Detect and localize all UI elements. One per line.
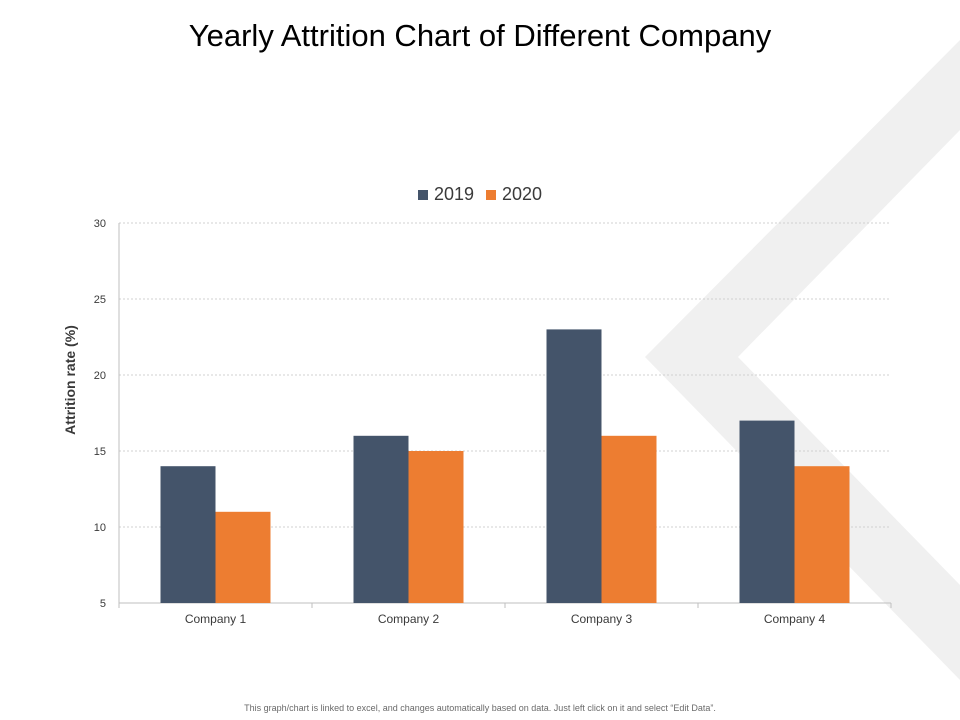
- x-tick-label: Company 3: [571, 612, 633, 626]
- bars: [160, 329, 850, 603]
- y-tick-label: 5: [100, 598, 106, 610]
- x-tick-label: Company 4: [764, 612, 826, 626]
- page-title: Yearly Attrition Chart of Different Comp…: [188, 18, 772, 53]
- chart-legend: 2019 2020: [0, 184, 960, 205]
- legend-label-2020: 2020: [502, 184, 543, 204]
- x-tick-label: Company 1: [185, 612, 247, 626]
- legend-swatch-2019: [417, 189, 428, 200]
- bar-2019-company-2: [353, 435, 409, 603]
- bar-2020-company-3: [601, 435, 657, 603]
- bar-2020-company-1: [215, 511, 271, 603]
- bar-2020-company-4: [794, 466, 850, 603]
- y-axis-title: Attrition rate (%): [62, 325, 78, 435]
- y-tick-label: 10: [94, 522, 106, 534]
- y-tick-label: 30: [94, 218, 106, 230]
- axis-labels: 5 10 15 20 25 30 Company 1 Company 2 Company 3 Co…: [94, 218, 826, 626]
- legend-item-2019: 2019: [417, 184, 474, 205]
- bar-2019-company-1: [160, 466, 216, 603]
- y-tick-label: 15: [94, 446, 106, 458]
- x-tick-label: Company 2: [378, 612, 440, 626]
- legend-item-2020: 2020: [486, 184, 542, 205]
- bar-2020-company-2: [408, 451, 464, 603]
- legend-label-2019: 2019: [433, 184, 474, 204]
- footnote: This graph/chart is linked to excel, and…: [244, 703, 716, 713]
- y-tick-label: 25: [94, 294, 106, 306]
- bar-2019-company-4: [739, 420, 795, 603]
- bar-2019-company-3: [546, 329, 602, 603]
- legend-swatch-2020: [486, 189, 496, 200]
- y-tick-label: 20: [94, 370, 106, 382]
